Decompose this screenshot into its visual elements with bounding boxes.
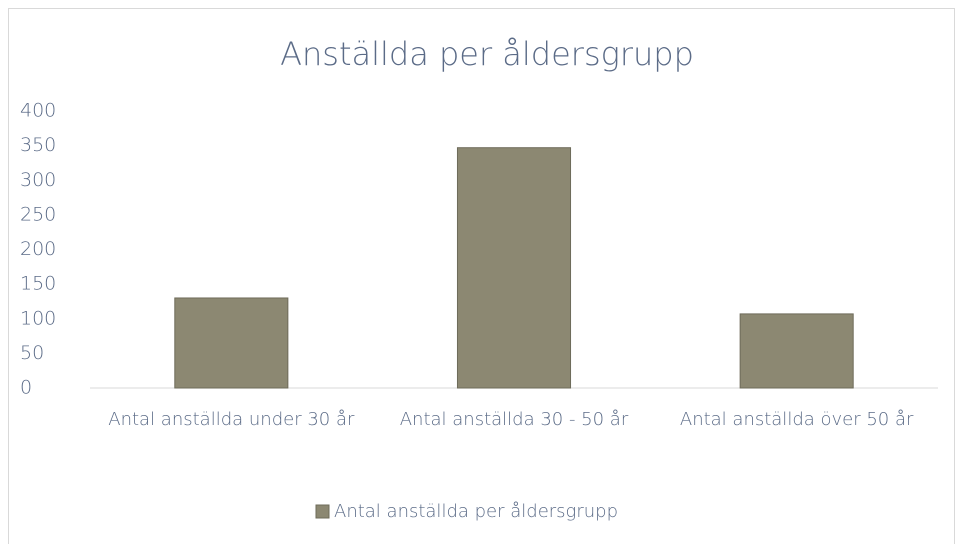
y-tick-label: 0 xyxy=(20,377,32,399)
y-tick-label: 200 xyxy=(20,238,56,260)
legend-label: Antal anställda per åldersgrupp xyxy=(334,501,618,522)
y-tick-label: 400 xyxy=(20,100,56,122)
legend-swatch xyxy=(315,504,330,519)
y-tick-label: 50 xyxy=(20,342,44,364)
y-tick-label: 250 xyxy=(20,203,56,225)
chart-border xyxy=(8,8,955,544)
y-tick-label: 150 xyxy=(20,273,56,295)
y-tick-label: 350 xyxy=(20,134,56,156)
x-tick-label: Antal anställda 30 - 50 år xyxy=(399,409,629,430)
x-tick-label: Antal anställda under 30 år xyxy=(108,409,355,430)
chart-title: Anställda per åldersgrupp xyxy=(280,35,694,73)
bar xyxy=(456,147,572,389)
x-tick-label: Antal anställda över 50 år xyxy=(679,409,914,430)
bar xyxy=(739,313,854,389)
bar xyxy=(174,297,289,389)
y-tick-label: 100 xyxy=(20,307,56,329)
y-tick-label: 300 xyxy=(20,169,56,191)
